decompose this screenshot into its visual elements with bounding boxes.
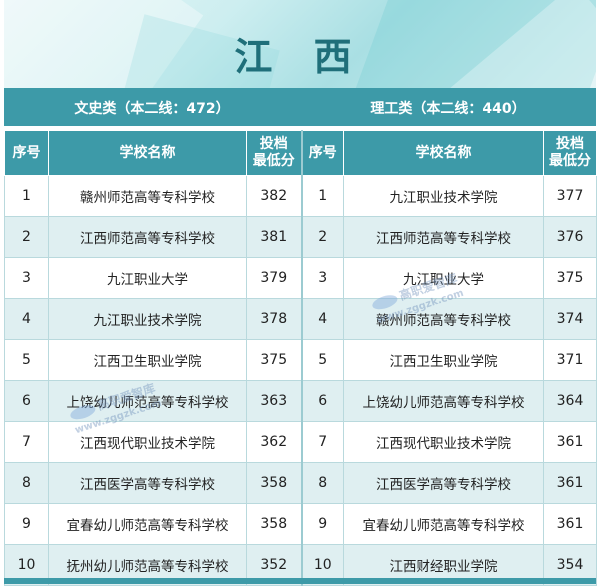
row-index: 5 [300, 339, 344, 381]
school-name: 江西师范高等专科学校 [343, 216, 544, 258]
min-score: 381 [246, 216, 302, 258]
school-name: 江西卫生职业学院 [48, 339, 247, 381]
min-score: 361 [543, 503, 597, 545]
title-banner: 江 西 [4, 0, 596, 88]
min-score: 371 [543, 339, 597, 381]
header-score: 投档 最低分 [246, 130, 302, 176]
right-section-title: 理工类（本二线：440） [370, 101, 526, 117]
table-row: 9 宜春幼儿师范高等专科学校 358 9 宜春幼儿师范高等专科学校 361 [4, 503, 597, 545]
table-row: 7 江西现代职业技术学院 362 7 江西现代职业技术学院 361 [4, 421, 597, 463]
row-index: 8 [4, 462, 49, 504]
header-index: 序号 [4, 130, 49, 176]
row-index: 7 [300, 421, 344, 463]
table-row: 4 九江职业技术学院 378 4 赣州师范高等专科学校 374 [4, 298, 597, 340]
min-score: 363 [246, 380, 302, 422]
row-index: 6 [300, 380, 344, 422]
min-score: 376 [543, 216, 597, 258]
min-score: 362 [246, 421, 302, 463]
row-index: 9 [4, 503, 49, 545]
school-name: 宜春幼儿师范高等专科学校 [343, 503, 544, 545]
table-row: 1 赣州师范高等专科学校 382 1 九江职业技术学院 377 [4, 175, 597, 217]
school-name: 赣州师范高等专科学校 [48, 175, 247, 217]
row-index: 3 [4, 257, 49, 299]
min-score: 374 [543, 298, 597, 340]
row-index: 8 [300, 462, 344, 504]
row-index: 5 [4, 339, 49, 381]
school-name: 江西医学高等专科学校 [48, 462, 247, 504]
row-index: 6 [4, 380, 49, 422]
header-index: 序号 [300, 130, 344, 176]
row-index: 7 [4, 421, 49, 463]
table-row: 2 江西师范高等专科学校 381 2 江西师范高等专科学校 376 [4, 216, 597, 258]
school-name: 赣州师范高等专科学校 [343, 298, 544, 340]
school-name: 九江职业技术学院 [48, 298, 247, 340]
school-name: 宜春幼儿师范高等专科学校 [48, 503, 247, 545]
school-name: 九江职业大学 [48, 257, 247, 299]
school-name: 江西卫生职业学院 [343, 339, 544, 381]
school-name: 上饶幼儿师范高等专科学校 [343, 380, 544, 422]
page-title: 江 西 [234, 35, 366, 79]
row-index: 2 [4, 216, 49, 258]
score-table: 序号 学校名称 投档 最低分 序号 学校名称 投档 最低分 1 赣州师范高等专科学校 3… [4, 130, 597, 586]
min-score: 378 [246, 298, 302, 340]
min-score: 375 [246, 339, 302, 381]
table-row: 3 九江职业大学 379 3 九江职业大学 375 [4, 257, 597, 299]
row-index: 3 [300, 257, 344, 299]
min-score: 361 [543, 421, 597, 463]
school-name: 上饶幼儿师范高等专科学校 [48, 380, 247, 422]
table-row: 6 上饶幼儿师范高等专科学校 363 6 上饶幼儿师范高等专科学校 364 [4, 380, 597, 422]
min-score: 358 [246, 462, 302, 504]
row-index: 1 [4, 175, 49, 217]
min-score: 361 [543, 462, 597, 504]
school-name: 江西医学高等专科学校 [343, 462, 544, 504]
row-index: 1 [300, 175, 344, 217]
header-school: 学校名称 [48, 130, 247, 176]
left-section-title: 文史类（本二线：472） [74, 101, 230, 117]
table-row: 5 江西卫生职业学院 375 5 江西卫生职业学院 371 [4, 339, 597, 381]
school-name: 九江职业技术学院 [343, 175, 544, 217]
row-index: 4 [4, 298, 49, 340]
min-score: 377 [543, 175, 597, 217]
table-header-row: 序号 学校名称 投档 最低分 序号 学校名称 投档 最低分 [4, 130, 597, 176]
min-score: 364 [543, 380, 597, 422]
bottom-bar [4, 578, 596, 584]
min-score: 379 [246, 257, 302, 299]
table-row: 8 江西医学高等专科学校 358 8 江西医学高等专科学校 361 [4, 462, 597, 504]
school-name: 江西现代职业技术学院 [343, 421, 544, 463]
section-header: 文史类（本二线：472） 理工类（本二线：440） [4, 88, 596, 126]
header-score: 投档 最低分 [543, 130, 597, 176]
school-name: 江西师范高等专科学校 [48, 216, 247, 258]
min-score: 375 [543, 257, 597, 299]
row-index: 4 [300, 298, 344, 340]
school-name: 江西现代职业技术学院 [48, 421, 247, 463]
min-score: 358 [246, 503, 302, 545]
min-score: 382 [246, 175, 302, 217]
row-index: 9 [300, 503, 344, 545]
row-index: 2 [300, 216, 344, 258]
school-name: 九江职业大学 [343, 257, 544, 299]
header-school: 学校名称 [343, 130, 544, 176]
